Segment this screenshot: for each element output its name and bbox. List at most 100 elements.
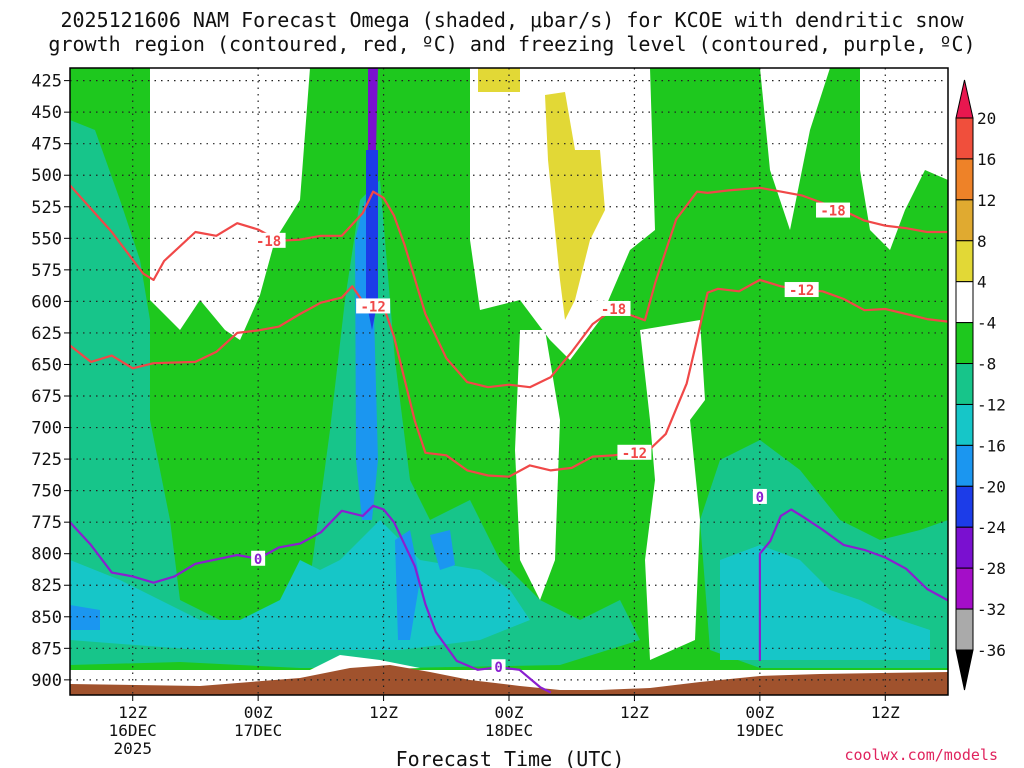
colorbar-segment — [955, 199, 974, 242]
y-tick-label: 900 — [31, 671, 62, 691]
omega-region-blue-4 — [70, 605, 100, 630]
y-tick-label: 725 — [31, 450, 62, 470]
x-tick-date: 16DEC — [109, 721, 157, 740]
colorbar-segment — [955, 322, 974, 365]
colorbar-segment — [955, 526, 974, 569]
contour-label-bg — [784, 282, 819, 298]
omega-region-yellow-1 — [478, 68, 520, 92]
y-tick-label: 700 — [31, 419, 62, 439]
contour-label-bg — [251, 550, 266, 566]
omega-region-darkblue — [366, 150, 378, 330]
colorbar-label: -4 — [977, 314, 996, 333]
colorbar-segment — [955, 117, 974, 160]
omega-region-blue-2 — [395, 530, 420, 640]
contour-line — [758, 508, 949, 661]
omega-region-white-2 — [640, 320, 705, 660]
y-tick-label: 450 — [31, 103, 62, 123]
colorbar-label: 20 — [977, 109, 996, 128]
colorbar-segment — [955, 363, 974, 405]
x-tick-year: 2025 — [113, 739, 152, 758]
contour-label: -18 — [820, 204, 845, 220]
y-axis: 425 450 475 500 525 550 575 600 625 650 675 700 725 7… — [31, 72, 70, 691]
credit-text: coolwx.com/models — [844, 746, 998, 764]
contour-label-bg — [617, 444, 652, 460]
colorbar-segment — [955, 444, 974, 487]
contour-label: -18 — [256, 234, 281, 250]
omega-shading — [70, 68, 948, 695]
x-tick-label: 12Z — [620, 703, 649, 722]
omega-region-blue-3 — [430, 530, 455, 570]
colorbar-label: 12 — [977, 191, 996, 210]
x-tick-date: 19DEC — [736, 721, 784, 740]
chart-title-line-2: growth region (contoured, red, ºC) and f… — [48, 32, 976, 56]
colorbar-bottom-arrow — [955, 649, 974, 691]
colorbar-label: -12 — [977, 395, 1006, 414]
gridlines — [70, 68, 948, 695]
y-tick-label: 525 — [31, 198, 62, 218]
omega-region-white-1 — [515, 330, 560, 600]
contour-label: -12 — [789, 283, 814, 299]
chart-title-line-1: 2025121606 NAM Forecast Omega (shaded, μ… — [60, 8, 964, 32]
colorbar-segment — [955, 240, 974, 283]
contour-label-bg — [251, 232, 286, 248]
y-tick-label: 575 — [31, 261, 62, 281]
colorbar-label: -24 — [977, 518, 1006, 537]
plot-area: -18 -18 -18 -12 -12 -12 0 0 0 — [69, 67, 949, 696]
colorbar-label: -28 — [977, 559, 1006, 578]
x-tick-date: 17DEC — [234, 721, 282, 740]
contour-label-bg — [491, 659, 506, 675]
colorbar-label: -36 — [977, 641, 1006, 660]
y-tick-label: 825 — [31, 576, 62, 596]
y-tick-label: 550 — [31, 229, 62, 249]
colorbar: 20 16 12 8 4 -4 -8 -12 -16 -20 -24 -28 -32 -36 — [955, 79, 1006, 691]
x-tick-label: 12Z — [118, 703, 147, 722]
chart-title: 2025121606 NAM Forecast Omega (shaded, μ… — [0, 8, 1024, 56]
contour-label: 0 — [254, 552, 262, 568]
x-tick-label: 12Z — [369, 703, 398, 722]
omega-region-teal — [70, 120, 640, 668]
colorbar-segment — [955, 608, 974, 651]
x-tick-label: 00Z — [495, 703, 524, 722]
colorbar-segment — [955, 485, 974, 528]
omega-region-white-4 — [200, 80, 250, 310]
x-tick-label: 00Z — [745, 703, 774, 722]
y-tick-label: 775 — [31, 513, 62, 533]
omega-region-cyan — [70, 520, 530, 650]
colorbar-label: -16 — [977, 436, 1006, 455]
colorbar-label: -8 — [977, 355, 996, 374]
contour-label: 0 — [494, 660, 502, 676]
y-tick-label: 475 — [31, 135, 62, 155]
omega-region-white-3 — [860, 68, 948, 250]
x-axis-label: Forecast Time (UTC) — [396, 747, 625, 768]
contour-label-bg — [752, 488, 767, 504]
colorbar-label: -32 — [977, 600, 1006, 619]
y-tick-label: 875 — [31, 639, 62, 659]
contour-label: -12 — [622, 446, 647, 462]
omega-region-yellow-2 — [545, 92, 605, 320]
x-tick-label: 00Z — [244, 703, 273, 722]
omega-region-cyan-right — [720, 545, 930, 660]
contour-label-bg — [356, 298, 391, 314]
colorbar-label: 4 — [977, 273, 987, 292]
colorbar-segment — [955, 567, 974, 610]
contour-line — [69, 504, 552, 694]
colorbar-label: -20 — [977, 477, 1006, 496]
y-tick-label: 650 — [31, 355, 62, 375]
y-tick-label: 625 — [31, 324, 62, 344]
y-tick-label: 500 — [31, 166, 62, 186]
contour-label: -18 — [601, 302, 626, 318]
contour-label: 0 — [756, 490, 764, 506]
y-tick-label: 800 — [31, 545, 62, 565]
colorbar-label: 8 — [977, 232, 987, 251]
colorbar-segment — [955, 158, 974, 201]
y-tick-label: 850 — [31, 608, 62, 628]
y-tick-label: 600 — [31, 292, 62, 312]
contour-label: -12 — [360, 299, 385, 315]
y-tick-label: 750 — [31, 482, 62, 502]
contour-label-bg — [596, 300, 631, 316]
contours: -18 -18 -18 -12 -12 -12 0 0 0 — [69, 184, 949, 694]
contour-line — [69, 184, 948, 389]
colorbar-top-arrow — [955, 79, 974, 119]
